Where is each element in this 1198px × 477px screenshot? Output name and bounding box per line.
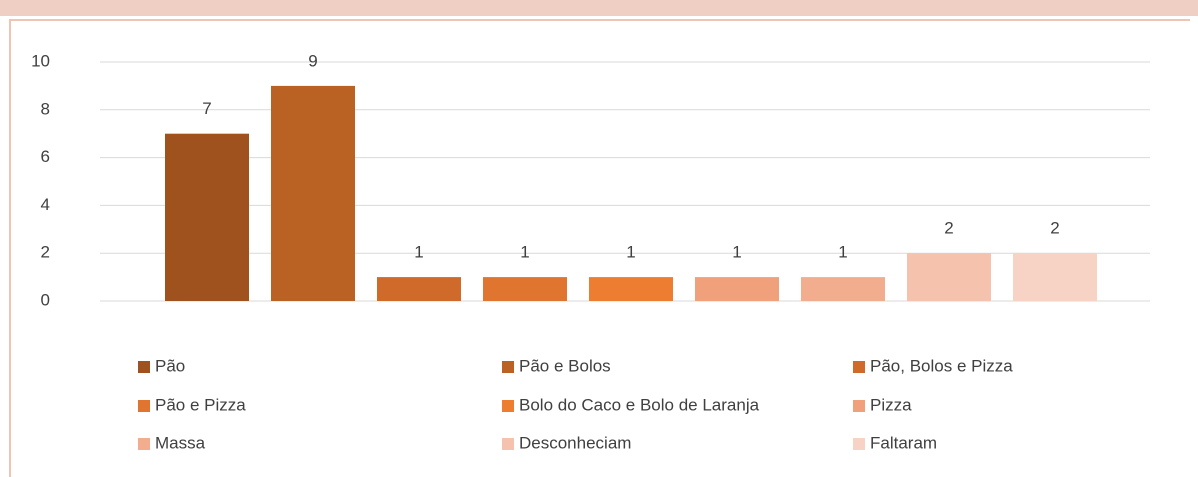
y-tick-label: 0: [41, 290, 50, 309]
legend-label: Desconheciam: [519, 433, 631, 452]
data-label: 1: [520, 243, 529, 262]
legend-swatch: [502, 400, 514, 412]
legend-label: Faltaram: [870, 433, 937, 452]
y-tick-label: 4: [41, 195, 50, 214]
legend-swatch: [853, 361, 865, 373]
y-tick-label: 2: [41, 243, 50, 262]
data-label: 1: [838, 243, 847, 262]
y-tick-label: 8: [41, 99, 50, 118]
bar: [589, 277, 673, 301]
data-label: 2: [944, 219, 953, 238]
data-label: 1: [626, 243, 635, 262]
frame: [9, 19, 1190, 477]
legend-swatch: [138, 438, 150, 450]
bar: [907, 253, 991, 301]
data-label: 7: [202, 99, 211, 118]
legend-label: Massa: [155, 433, 206, 452]
bar: [271, 85, 355, 302]
legend-label: Pão e Bolos: [519, 356, 611, 375]
y-tick-label: 10: [31, 51, 50, 70]
header-band: [0, 0, 1198, 16]
legend-swatch: [853, 438, 865, 450]
legend-swatch: [853, 400, 865, 412]
data-label: 9: [308, 51, 317, 70]
legend-label: Bolo do Caco e Bolo de Laranja: [519, 395, 760, 414]
data-label: 2: [1050, 219, 1059, 238]
legend-swatch: [502, 361, 514, 373]
bar: [801, 277, 885, 301]
bar: [1013, 253, 1097, 301]
legend-label: Pão: [155, 356, 185, 375]
legend-swatch: [138, 400, 150, 412]
legend-label: Pão e Pizza: [155, 395, 246, 414]
legend-label: Pizza: [870, 395, 912, 414]
bar: [377, 277, 461, 301]
legend-swatch: [502, 438, 514, 450]
bar: [165, 133, 249, 301]
legend-label: Pão, Bolos e Pizza: [870, 356, 1013, 375]
y-tick-label: 6: [41, 147, 50, 166]
data-label: 1: [732, 243, 741, 262]
bar: [695, 277, 779, 301]
bar: [483, 277, 567, 301]
data-label: 1: [414, 243, 423, 262]
legend-swatch: [138, 361, 150, 373]
